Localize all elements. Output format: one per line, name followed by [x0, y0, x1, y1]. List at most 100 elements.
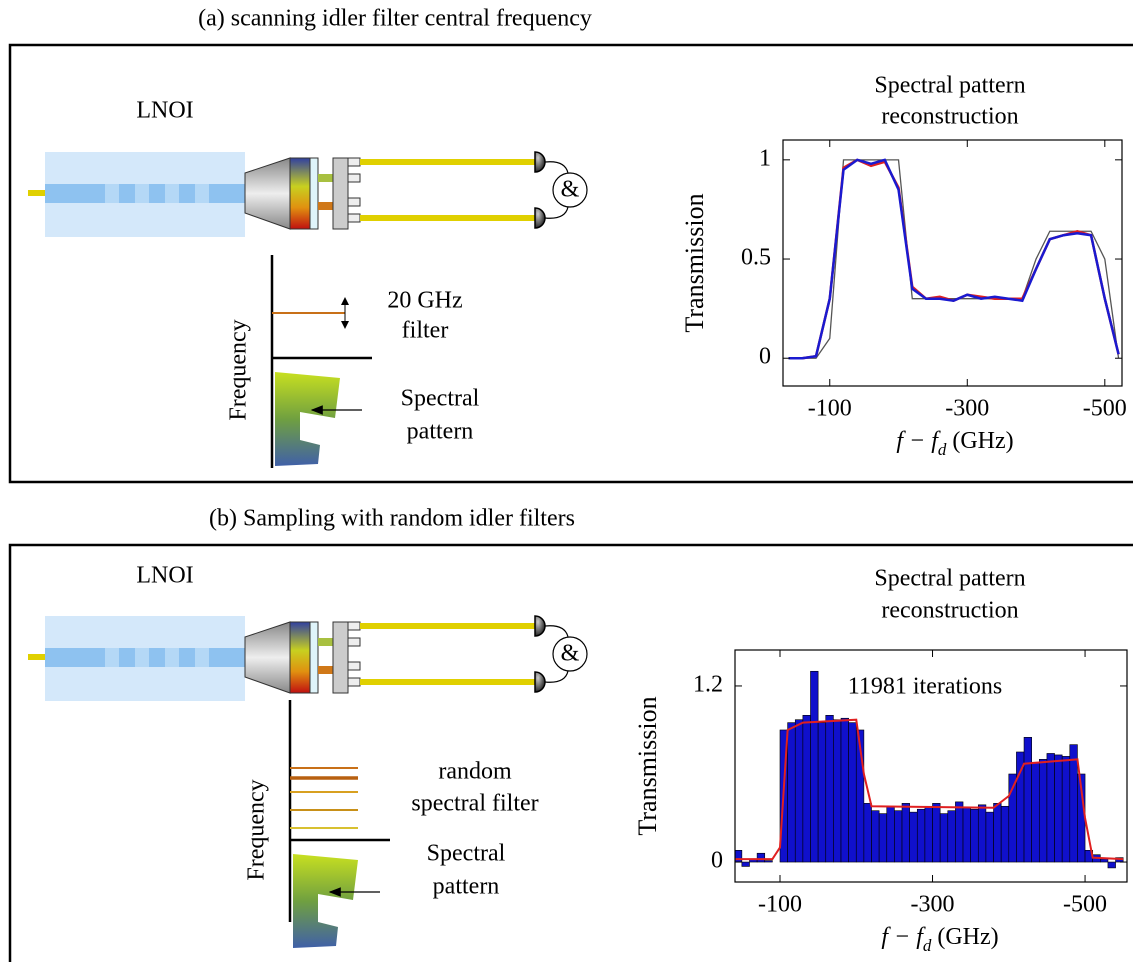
x-tick-label: -300	[911, 892, 955, 918]
bar	[909, 811, 918, 863]
x-axis-var: f − f	[896, 428, 941, 454]
y-tick-label: 0.5	[741, 245, 771, 271]
plot-frame	[782, 139, 1123, 387]
spectrum	[289, 157, 311, 230]
filter-label: spectral filter	[411, 791, 538, 817]
bar	[741, 861, 750, 867]
pattern-label: pattern	[433, 874, 500, 900]
x-axis-unit: (GHz)	[946, 428, 1013, 454]
filter-plate	[309, 157, 319, 230]
y-axis-label: Transmission	[633, 696, 662, 835]
bar	[1061, 756, 1071, 863]
signal	[318, 638, 333, 646]
poling	[165, 648, 179, 667]
x-tick-label: -100	[758, 892, 802, 918]
plot-clip	[788, 158, 1120, 360]
y-tick-label: 1	[759, 145, 771, 171]
x-axis-unit: (GHz)	[931, 924, 998, 950]
x-tick-label: -100	[808, 396, 852, 422]
poling	[195, 648, 209, 667]
y-tick-label: 0	[759, 344, 771, 370]
demux	[332, 621, 349, 694]
y-tick-label: 1.2	[693, 671, 723, 697]
bar	[878, 813, 888, 863]
x-tick-label: -500	[1083, 396, 1127, 422]
pattern-label: Spectral	[427, 841, 506, 867]
x-axis-label: f − fd (GHz)	[896, 428, 1013, 460]
demux	[332, 157, 349, 230]
bar	[894, 810, 903, 863]
port	[347, 677, 361, 687]
detector	[534, 671, 546, 693]
idler	[318, 666, 333, 674]
bar	[1023, 737, 1032, 863]
spectrum	[289, 621, 311, 694]
port	[347, 213, 361, 223]
wire	[544, 625, 569, 683]
bar	[924, 805, 933, 863]
bar	[871, 810, 880, 863]
poling	[105, 648, 119, 667]
coincidence-label: &	[561, 177, 580, 203]
panel-caption: (a) scanning idler filter central freque…	[198, 6, 592, 32]
axis-label: Frequency	[244, 779, 270, 880]
filter-plate	[309, 621, 319, 694]
filter-label: 20 GHz	[387, 288, 462, 314]
port	[347, 173, 361, 183]
bar	[1031, 761, 1040, 863]
series-line	[788, 158, 1120, 360]
prism	[244, 157, 291, 230]
x-tick-label: -500	[1063, 892, 1107, 918]
bar	[932, 803, 941, 863]
bar	[1107, 861, 1116, 869]
bar	[993, 803, 1002, 863]
poling	[135, 648, 149, 667]
poling	[105, 184, 119, 203]
port	[347, 661, 361, 671]
bar	[848, 722, 857, 863]
panel-frame	[8, 43, 1133, 484]
bar	[833, 719, 842, 863]
poling	[195, 184, 209, 203]
chart-title: reconstruction	[881, 598, 1018, 624]
filter-label: filter	[402, 318, 449, 344]
bar	[756, 852, 766, 863]
chart-title: Spectral pattern	[874, 566, 1025, 592]
x-axis-var: f − f	[881, 924, 926, 950]
port	[347, 197, 361, 207]
bar	[962, 807, 971, 863]
coincidence-unit	[552, 172, 588, 208]
series-line	[788, 159, 1120, 359]
annotation: 11981 iterations	[848, 674, 1002, 700]
x-axis-label: f − fd (GHz)	[881, 924, 998, 956]
bar	[916, 808, 926, 863]
bar	[939, 813, 949, 863]
bar	[840, 717, 849, 863]
signal	[318, 174, 333, 182]
x-axis-sub: d	[938, 440, 947, 459]
source-label: LNOI	[136, 98, 193, 124]
fit-line	[735, 718, 1124, 861]
source-label: LNOI	[136, 562, 193, 588]
detector	[534, 207, 546, 229]
bar	[787, 722, 796, 863]
bar	[955, 801, 964, 863]
bar	[1069, 744, 1078, 863]
poling	[165, 184, 179, 203]
idler	[318, 202, 333, 210]
y-axis-label: Transmission	[680, 193, 709, 332]
wire	[544, 161, 569, 219]
coincidence-label: &	[561, 641, 580, 667]
axis-label: Frequency	[226, 319, 252, 420]
bar	[802, 715, 811, 863]
detector	[534, 615, 546, 637]
bar	[886, 805, 895, 863]
prism	[244, 621, 291, 694]
detector	[534, 151, 546, 173]
pattern-label: Spectral	[401, 386, 480, 412]
bar	[1054, 754, 1063, 863]
plot-frame	[734, 649, 1128, 883]
port	[347, 637, 361, 647]
bar	[1016, 751, 1025, 863]
